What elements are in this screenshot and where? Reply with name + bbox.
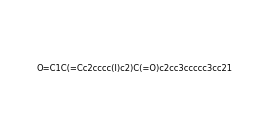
Text: O=C1C(=Cc2cccc(I)c2)C(=O)c2cc3ccccc3cc21: O=C1C(=Cc2cccc(I)c2)C(=O)c2cc3ccccc3cc21 [37, 64, 232, 74]
